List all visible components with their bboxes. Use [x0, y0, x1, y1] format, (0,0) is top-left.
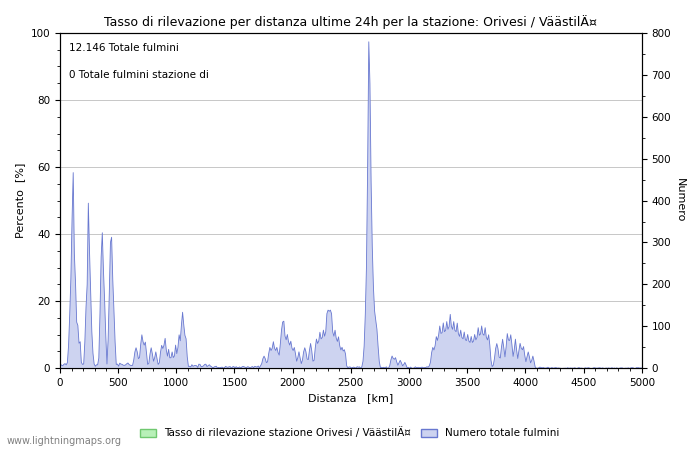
Title: Tasso di rilevazione per distanza ultime 24h per la stazione: Orivesi / VäästilÄ: Tasso di rilevazione per distanza ultime…: [104, 15, 597, 29]
Y-axis label: Percento  [%]: Percento [%]: [15, 163, 25, 238]
Text: 12.146 Totale fulmini: 12.146 Totale fulmini: [69, 43, 178, 53]
X-axis label: Distanza   [km]: Distanza [km]: [308, 393, 393, 404]
Legend: Tasso di rilevazione stazione Orivesi / VäästilÄ¤, Numero totale fulmini: Tasso di rilevazione stazione Orivesi / …: [136, 423, 564, 442]
Text: www.lightningmaps.org: www.lightningmaps.org: [7, 436, 122, 446]
Text: 0 Totale fulmini stazione di: 0 Totale fulmini stazione di: [69, 70, 209, 80]
Y-axis label: Numero: Numero: [675, 178, 685, 223]
